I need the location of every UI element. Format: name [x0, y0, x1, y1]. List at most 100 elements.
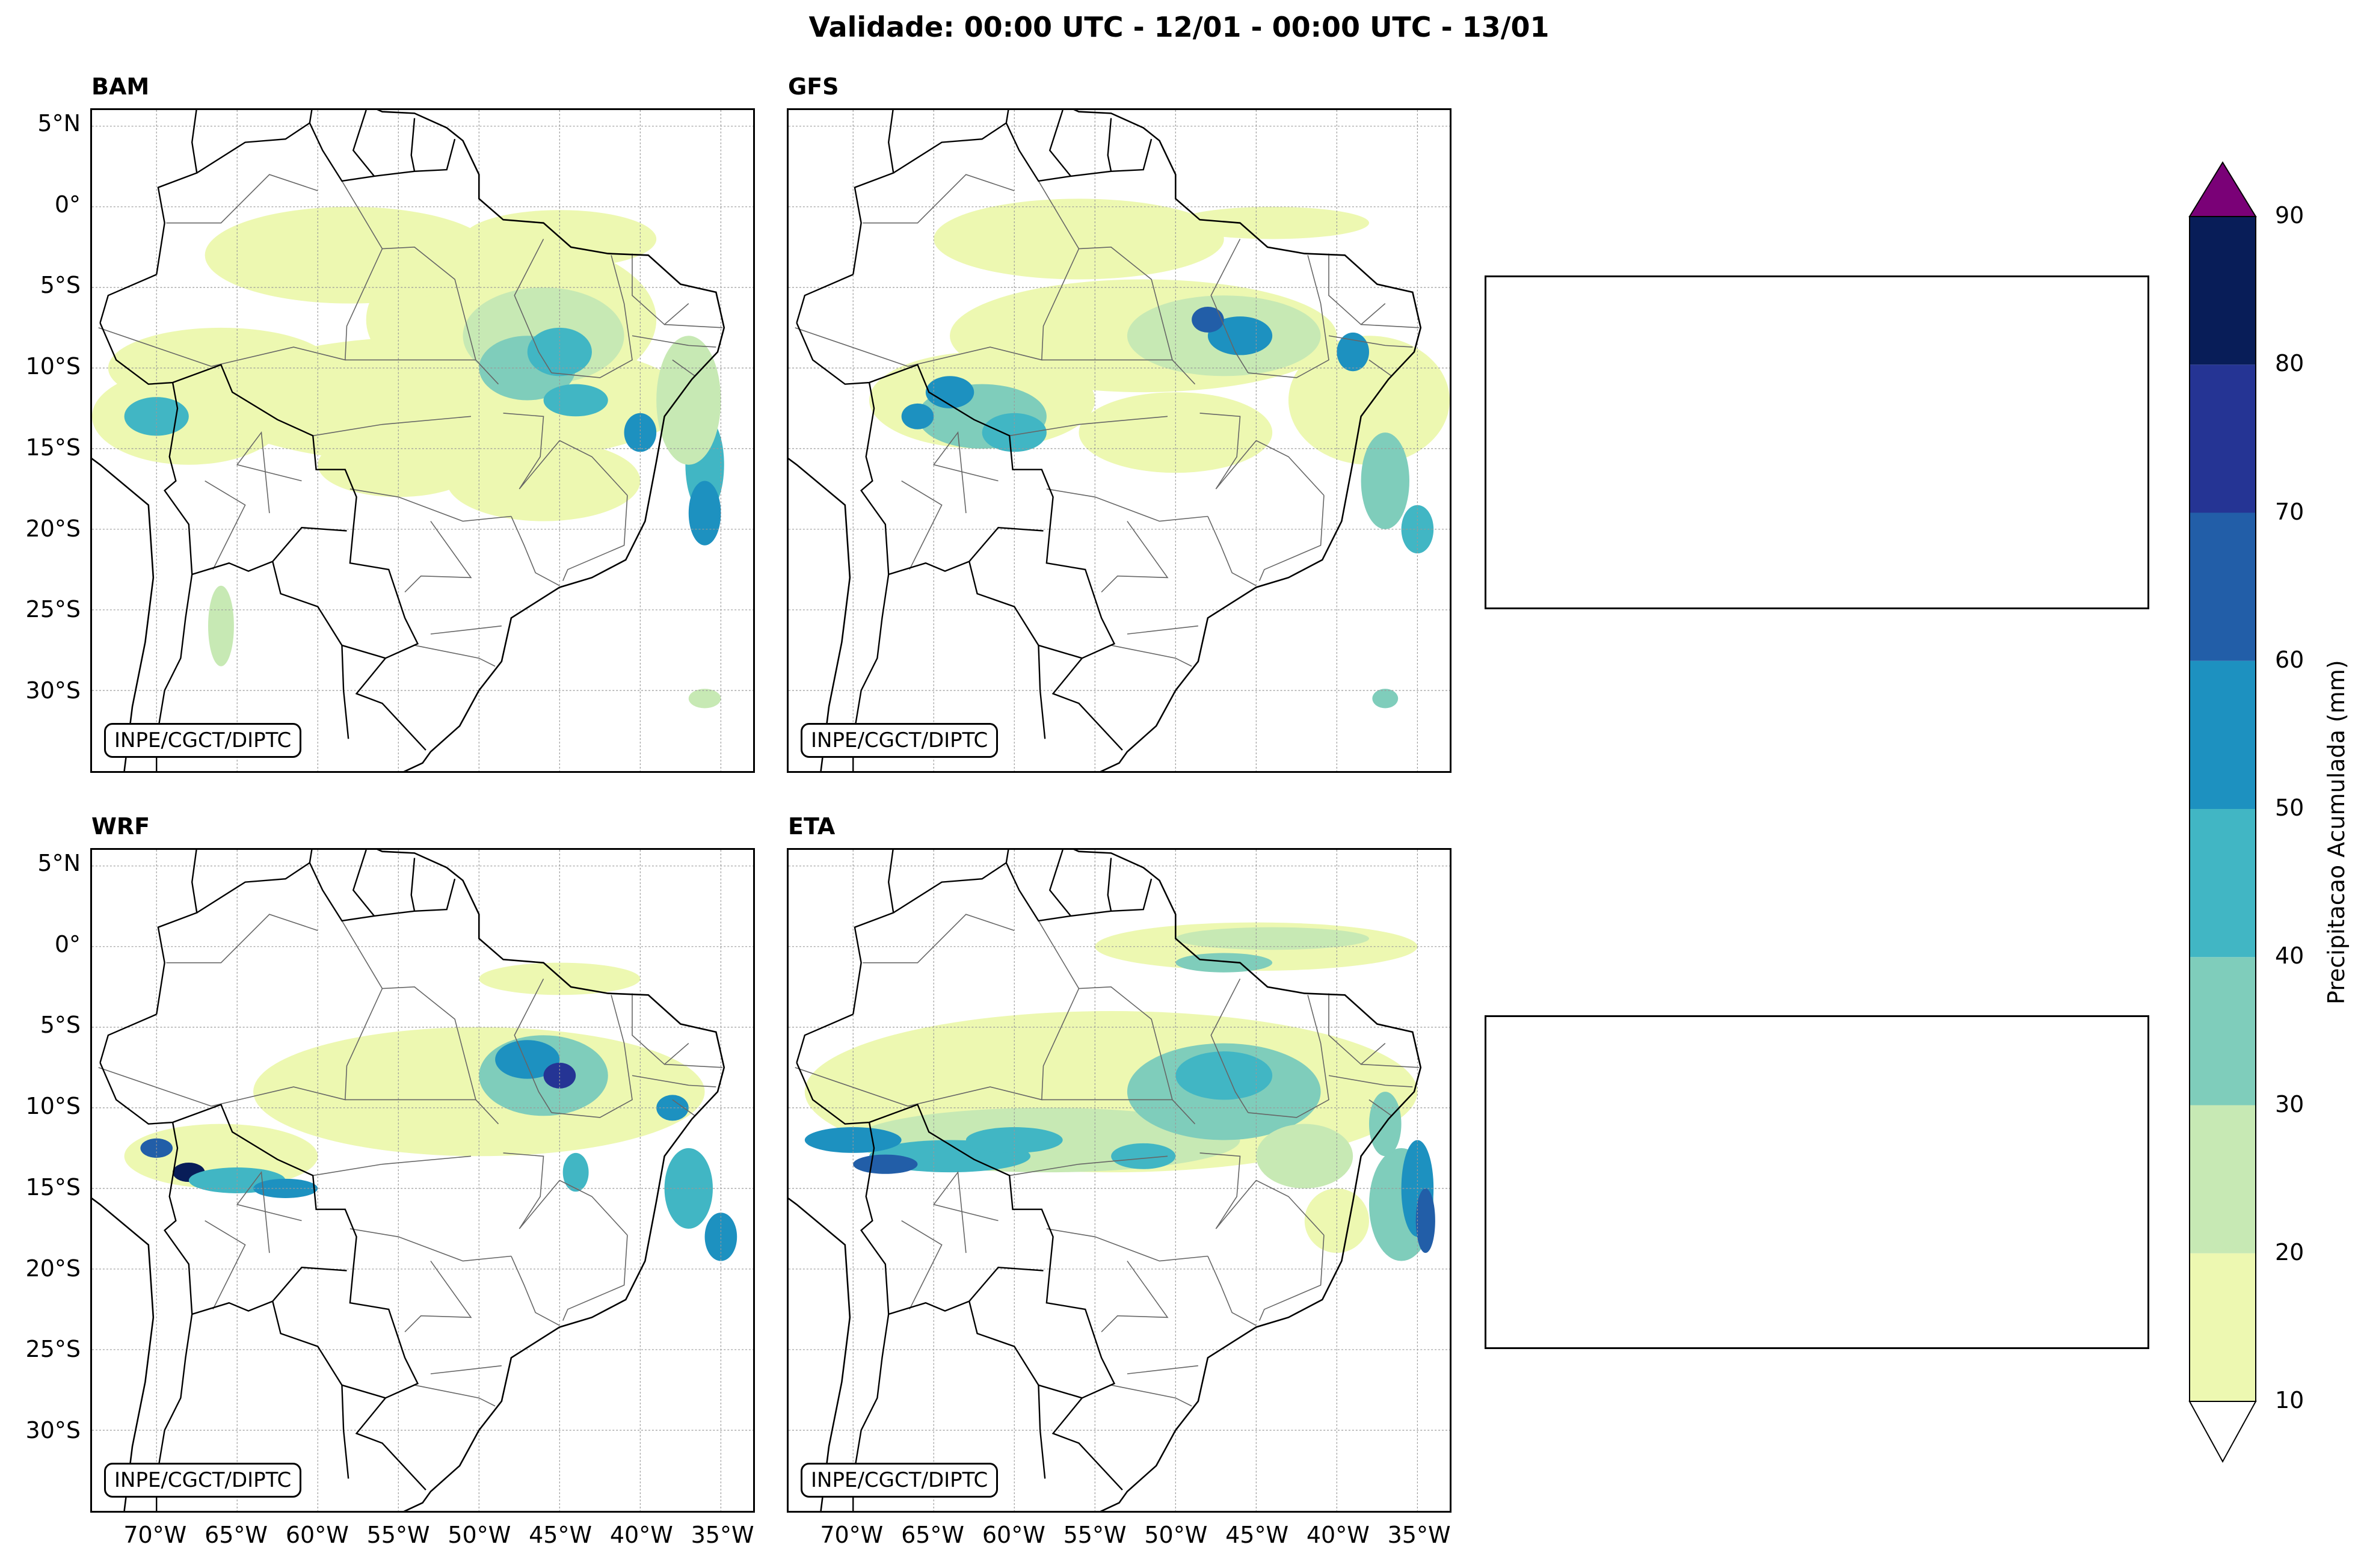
colorbar-segment	[2190, 217, 2256, 365]
state-border	[1199, 413, 1325, 496]
state-border	[1361, 324, 1420, 328]
panel-title-wrf: WRF	[91, 813, 150, 840]
pacific-coastline	[789, 458, 851, 771]
country-border	[156, 110, 198, 275]
map-panel-eta: INPE/CGCT/DIPTC	[787, 848, 1451, 1513]
panel-title-gfs: GFS	[788, 73, 839, 100]
state-border	[795, 1067, 908, 1107]
precip-layer	[804, 922, 1435, 1261]
country-border	[1038, 1385, 1046, 1479]
lon-tick-label: 60°W	[285, 1522, 349, 1548]
country-border	[99, 1013, 157, 1063]
state-border	[1079, 986, 1196, 1125]
precip-blob	[688, 481, 721, 546]
colorbar-segment	[2190, 1253, 2256, 1401]
precip-blob	[1192, 307, 1224, 333]
state-border	[236, 431, 302, 514]
country-border	[968, 561, 1083, 659]
lon-tick-label: 45°W	[1225, 1522, 1289, 1548]
state-border	[901, 480, 943, 570]
state-border	[1046, 488, 1208, 522]
country-border	[164, 1122, 347, 1315]
country-border	[893, 850, 1009, 914]
lat-tick-label: 0°	[54, 191, 81, 218]
precip-blob	[562, 1152, 589, 1192]
state-border	[430, 1365, 502, 1374]
country-border	[99, 1062, 426, 1491]
precip-blob	[208, 585, 234, 666]
state-border	[514, 979, 552, 1113]
country-border	[352, 110, 375, 177]
lat-tick-label: 0°	[54, 930, 81, 958]
country-border	[860, 1122, 1044, 1315]
country-border	[309, 122, 456, 182]
colorbar-over-arrow	[2188, 161, 2257, 217]
precip-blob	[1337, 332, 1369, 372]
state-border	[795, 327, 908, 367]
state-border	[236, 1170, 302, 1253]
colorbar-tick-label: 40	[2275, 942, 2304, 970]
state-border	[1248, 255, 1329, 378]
lon-tick-label: 40°W	[1306, 1522, 1370, 1548]
state-border	[1328, 1075, 1413, 1087]
country-border	[99, 322, 426, 751]
state-border	[1207, 516, 1257, 586]
figure-title: Validade: 00:00 UTC - 12/01 - 00:00 UTC …	[808, 11, 1550, 43]
lat-tick-label: 15°S	[25, 434, 81, 461]
state-border	[664, 1063, 723, 1068]
coastline	[377, 850, 725, 1511]
lat-tick-label: 25°S	[25, 1336, 81, 1363]
lat-tick-label: 5°N	[37, 849, 81, 876]
precip-blob	[1175, 1051, 1273, 1100]
state-border	[1328, 253, 1386, 325]
country-border	[341, 1385, 349, 1479]
state-border	[1210, 979, 1249, 1113]
lon-tick-label: 35°W	[691, 1522, 754, 1548]
state-border	[1110, 645, 1192, 667]
state-border	[166, 914, 318, 964]
state-border	[211, 920, 383, 1107]
colorbar-title: Precipitacao Acumulada (mm)	[2323, 660, 2350, 1004]
pacific-coastline	[92, 1198, 155, 1511]
lon-tick-label: 60°W	[982, 1522, 1045, 1548]
lat-tick-label: 5°S	[40, 1012, 81, 1039]
lon-tick-label: 50°W	[448, 1522, 511, 1548]
state-border	[1127, 625, 1198, 635]
country-border	[1107, 858, 1112, 912]
panel-title-eta: ETA	[788, 813, 836, 840]
precip-blob	[1111, 1143, 1176, 1169]
precip-blob	[688, 689, 721, 709]
state-border	[313, 1155, 472, 1176]
map-wrf	[92, 850, 753, 1511]
state-border	[932, 1170, 999, 1253]
country-border	[410, 118, 416, 172]
state-border	[503, 413, 628, 496]
state-border	[562, 1235, 628, 1321]
lon-tick-label: 65°W	[205, 1522, 268, 1548]
coastline	[1073, 110, 1422, 771]
credit-label: INPE/CGCT/DIPTC	[801, 723, 999, 758]
state-border	[1328, 335, 1413, 348]
lat-tick-label: 30°S	[25, 677, 81, 704]
map-eta	[789, 850, 1450, 1511]
state-border	[632, 335, 716, 348]
state-border	[1210, 239, 1249, 374]
lon-tick-label: 65°W	[901, 1522, 965, 1548]
state-border	[1207, 1256, 1257, 1326]
coastline	[1073, 850, 1422, 1511]
state-border	[511, 516, 560, 586]
country-border	[272, 561, 386, 659]
colorbar-under-arrow	[2188, 1401, 2257, 1463]
state-border	[382, 247, 499, 385]
precip-blob	[656, 1095, 689, 1121]
lon-tick-label: 70°W	[123, 1522, 187, 1548]
colorbar-tick-label: 20	[2275, 1238, 2304, 1265]
map-bam	[92, 110, 753, 771]
state-border	[1127, 1365, 1198, 1374]
precip-blob	[1415, 1188, 1435, 1253]
colorbar-tick-label: 70	[2275, 498, 2304, 525]
country-border	[968, 1301, 1083, 1399]
country-border	[796, 322, 1123, 751]
state-border	[932, 431, 999, 514]
empty-legend-box-bottom	[1485, 1015, 2149, 1349]
